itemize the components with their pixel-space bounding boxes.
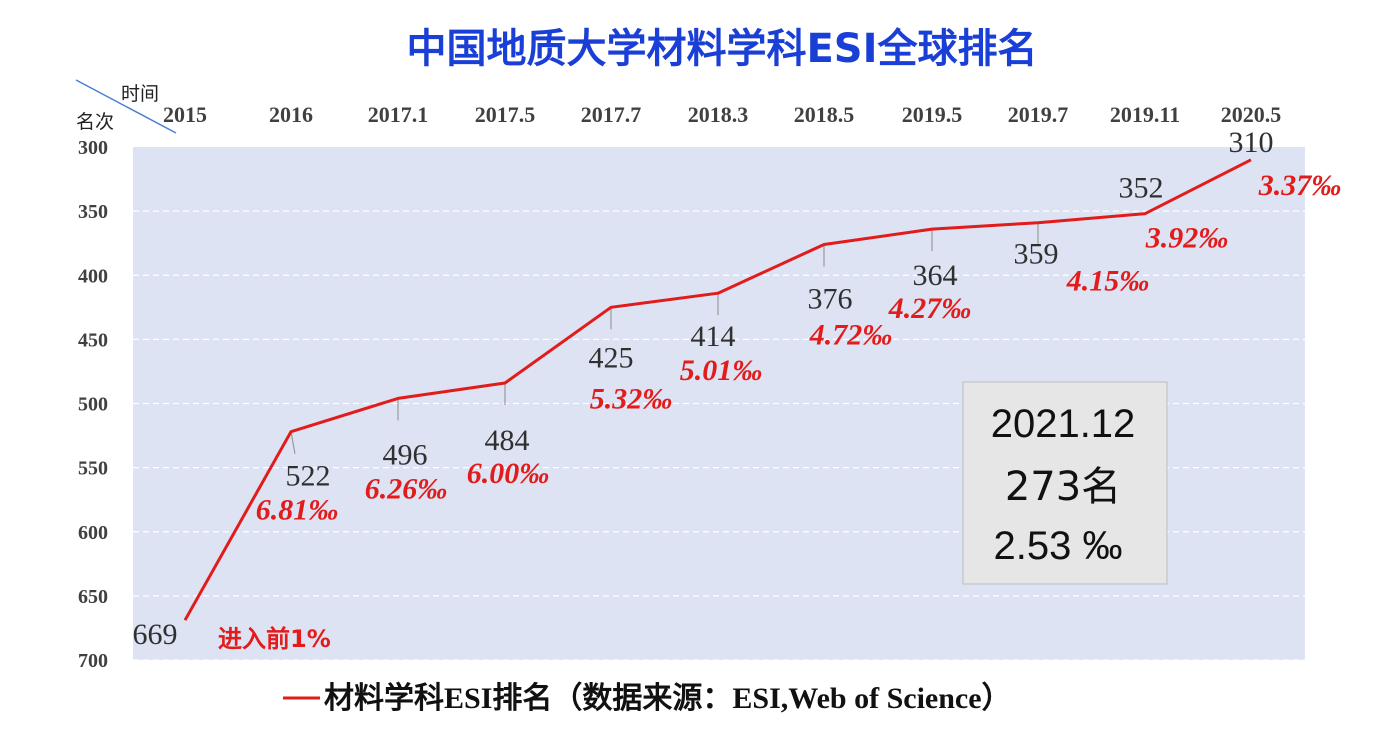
x-tick-label: 2017.7 (581, 102, 642, 127)
y-tick-label: 650 (78, 586, 108, 608)
first-point-note: 进入前1% (218, 625, 331, 653)
y-tick-label: 400 (78, 265, 108, 287)
callout-box: 2021.12 273名 2.53 ‰ (962, 381, 1168, 585)
x-axis-name: 时间 (121, 83, 159, 105)
percent-data-label: 5.32‰ (590, 382, 673, 415)
legend-label: 材料学科ESI排名（数据来源：ESI,Web of Science） (324, 681, 1012, 715)
percent-data-label: 5.01‰ (680, 354, 763, 387)
percent-data-label: 6.26‰ (365, 472, 448, 505)
x-tick-label: 2016 (269, 102, 313, 127)
y-tick-labels: 300 350 400 450 500 550 600 650 700 (78, 137, 108, 672)
y-tick-label: 700 (78, 650, 108, 672)
x-tick-label: 2019.7 (1008, 102, 1069, 127)
rank-data-label: 376 (808, 282, 853, 315)
x-tick-label: 2019.11 (1110, 102, 1180, 127)
percent-data-label: 4.27‰ (888, 292, 972, 325)
leader-lines (290, 222, 1039, 454)
x-tick-label: 2018.3 (688, 102, 749, 127)
y-tick-label: 350 (78, 201, 108, 223)
x-tick-labels: 2015 2016 2017.1 2017.5 2017.7 2018.3 2018.5 20… (163, 102, 1281, 127)
x-tick-label: 2017.1 (368, 102, 429, 127)
callout-date: 2021.12 (991, 402, 1136, 446)
percent-data-label: 4.72‰ (809, 318, 893, 351)
y-tick-label: 450 (78, 329, 108, 351)
x-tick-label: 2015 (163, 102, 207, 127)
percent-data-label: 3.37‰ (1258, 169, 1342, 202)
legend: 材料学科ESI排名（数据来源：ESI,Web of Science） (283, 681, 1012, 715)
rank-data-label: 425 (589, 341, 634, 374)
rank-data-label: 414 (691, 320, 736, 353)
x-tick-label: 2017.5 (475, 102, 536, 127)
y-tick-label: 550 (78, 458, 108, 480)
y-tick-label: 300 (78, 137, 108, 159)
rank-data-label: 522 (286, 460, 331, 493)
rank-data-label: 310 (1229, 126, 1274, 159)
gridlines (133, 210, 1305, 661)
corner-diagonal (75, 79, 177, 134)
y-tick-label: 500 (78, 394, 108, 416)
leader-line (290, 431, 296, 454)
rank-data-label: 496 (383, 438, 428, 471)
percent-data-label: 4.15‰ (1066, 265, 1150, 298)
y-axis-name: 名次 (76, 111, 114, 133)
x-tick-label: 2020.5 (1221, 102, 1282, 127)
y-tick-label: 600 (78, 522, 108, 544)
percent-data-label: 3.92‰ (1145, 222, 1229, 255)
callout-rank: 273名 (1005, 464, 1121, 510)
x-tick-label: 2018.5 (794, 102, 855, 127)
chart-title: 中国地质大学材料学科ESI全球排名 (406, 26, 1037, 72)
percent-data-label: 6.00‰ (467, 457, 550, 490)
percent-data-label: 6.81‰ (256, 494, 339, 527)
rank-data-label: 364 (913, 259, 958, 292)
rank-data-label: 352 (1119, 172, 1164, 205)
callout-percent: 2.53 ‰ (994, 524, 1123, 568)
rank-data-label: 484 (485, 424, 530, 457)
rank-data-label: 359 (1014, 238, 1059, 271)
x-tick-label: 2019.5 (902, 102, 963, 127)
rank-data-label: 669 (133, 618, 178, 651)
series-line-material-ranking (183, 158, 1252, 621)
